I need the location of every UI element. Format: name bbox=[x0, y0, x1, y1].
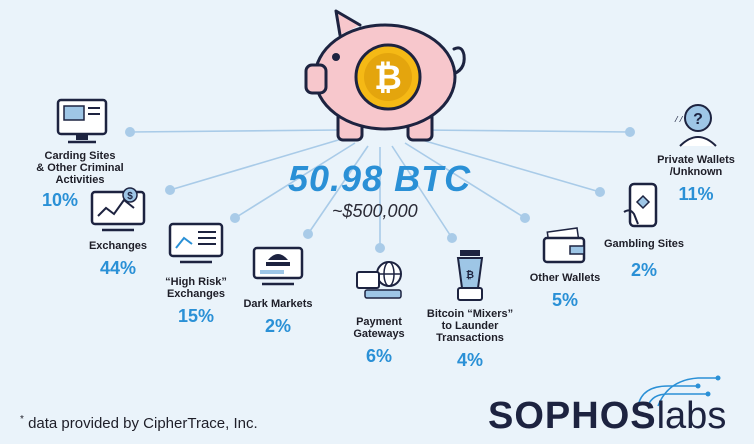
footnote-mark: * bbox=[20, 414, 24, 425]
blender-mixer-icon: ₿ bbox=[456, 250, 484, 301]
destination-gambling: Gambling Sites 2% bbox=[596, 182, 692, 280]
destination-high-risk: “High Risk” Exchanges 15% bbox=[158, 218, 234, 326]
gambling-percent: 2% bbox=[630, 260, 657, 280]
phone-gambling-icon bbox=[623, 182, 658, 228]
private-wallets-percent: 11% bbox=[678, 184, 714, 204]
exchanges-label: Exchanges bbox=[88, 240, 148, 252]
mixers-label: Bitcoin “Mixers” to Launder Transactions bbox=[426, 308, 514, 344]
svg-text:?: ? bbox=[693, 111, 703, 128]
footnote-prefix: data provided by bbox=[23, 415, 144, 432]
destination-carding: Carding Sites & Other Criminal Activitie… bbox=[20, 96, 140, 210]
dark-market-spy-icon bbox=[252, 246, 304, 286]
private-wallets-label: Private Wallets /Unknown bbox=[657, 154, 735, 178]
exchanges-percent: 44% bbox=[99, 258, 137, 278]
svg-text://: // bbox=[674, 116, 684, 125]
dark-markets-percent: 2% bbox=[264, 316, 291, 336]
btc-total: 50.98 BTC bbox=[288, 158, 472, 199]
other-wallets-label: Other Wallets bbox=[529, 272, 601, 284]
monitor-cards-icon bbox=[56, 98, 108, 144]
brand-sophos: SOPHOS bbox=[488, 395, 657, 437]
sophos-labs-logo: SOPHOSlabs bbox=[488, 396, 726, 444]
destination-mixers: ₿ Bitcoin “Mixers” to Launder Transactio… bbox=[420, 248, 520, 370]
other-wallets-percent: 5% bbox=[551, 290, 578, 310]
payment-gateways-percent: 6% bbox=[365, 346, 392, 366]
exchange-chart-monitor-icon: $ bbox=[90, 187, 146, 232]
carding-percent: 10% bbox=[41, 190, 79, 210]
footnote: * data provided by CipherTrace, Inc. bbox=[20, 414, 258, 432]
destination-payment-gateways: Payment Gateways 6% bbox=[344, 258, 414, 366]
high-risk-label: “High Risk” Exchanges bbox=[165, 276, 227, 300]
mixers-percent: 4% bbox=[456, 350, 483, 370]
unknown-person-icon: ? // bbox=[674, 104, 717, 147]
high-risk-chart-monitor-icon bbox=[168, 222, 224, 264]
payment-gateways-label: Payment Gateways bbox=[353, 316, 405, 340]
usd-approx: ~$500,000 bbox=[332, 201, 418, 221]
destination-dark-markets: Dark Markets 2% bbox=[240, 240, 316, 336]
dark-markets-label: Dark Markets bbox=[243, 298, 313, 310]
brand-labs: labs bbox=[656, 395, 727, 437]
high-risk-percent: 15% bbox=[177, 306, 215, 326]
destination-exchanges: $ Exchanges 44% bbox=[84, 186, 152, 278]
wallet-icon bbox=[542, 227, 586, 264]
destination-other-wallets: Other Wallets 5% bbox=[522, 226, 608, 310]
piggy-bank-icon: ₿ bbox=[304, 9, 466, 142]
gambling-label: Gambling Sites bbox=[603, 238, 685, 250]
svg-text:₿: ₿ bbox=[466, 269, 474, 281]
payment-gateway-globe-icon bbox=[356, 261, 402, 299]
circuit-decoration-icon bbox=[637, 375, 721, 407]
svg-text:₿: ₿ bbox=[374, 59, 402, 97]
footnote-source: CipherTrace, Inc. bbox=[143, 415, 258, 432]
carding-label: Carding Sites & Other Criminal Activitie… bbox=[36, 150, 124, 186]
svg-text:$: $ bbox=[127, 191, 133, 202]
destination-private-wallets: ? // Private Wallets /Unknown 11% bbox=[646, 100, 746, 204]
